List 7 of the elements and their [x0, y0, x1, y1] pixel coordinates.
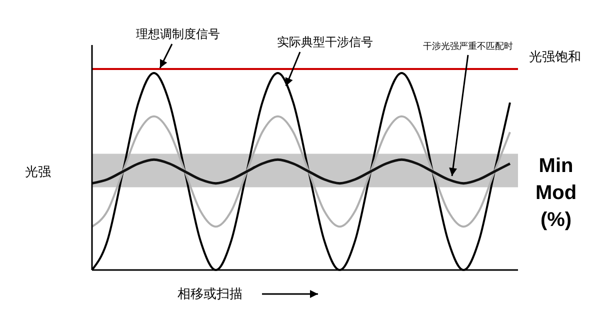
y-axis-title: 光强 — [25, 165, 51, 180]
text: 理想调制度信号 — [136, 27, 220, 41]
ref-line-label: 光强饱和 — [529, 50, 581, 66]
text: 实际典型干涉信号 — [277, 35, 373, 49]
text: 干涉光强严重不匹配时 — [423, 41, 513, 52]
x-axis-title: 相移或扫描 — [178, 287, 242, 302]
band-label: Min Mod (%) — [535, 155, 577, 231]
